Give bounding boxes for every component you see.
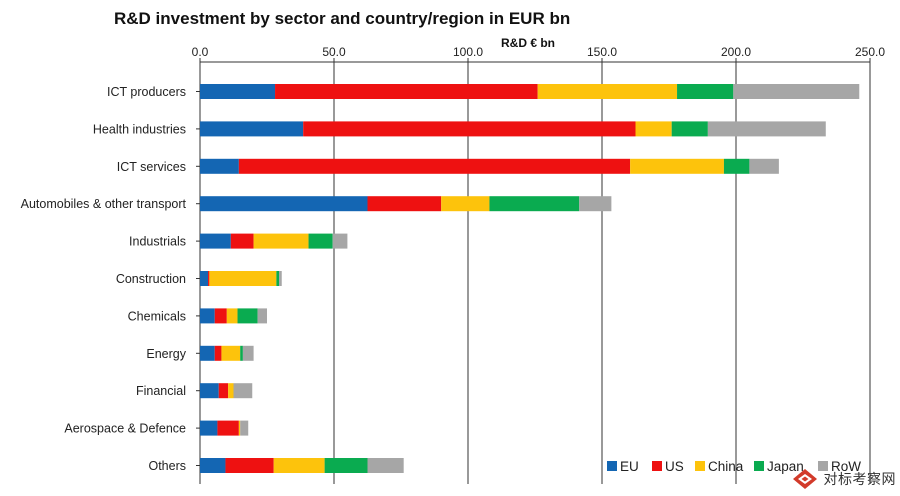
bar-segment-china <box>441 196 490 212</box>
category-label: Aerospace & Defence <box>64 422 186 436</box>
bar-segment-us <box>217 420 239 436</box>
legend-swatch-japan <box>754 461 764 471</box>
bar-segment-eu <box>200 84 276 99</box>
bar-segment-us <box>275 84 538 99</box>
bar-segment-row <box>367 458 404 473</box>
bar-segment-us <box>208 271 210 286</box>
bar-segment-us <box>367 196 442 212</box>
bar-segment-row <box>240 420 249 436</box>
bar-segment-china <box>209 271 277 286</box>
bar-segment-japan <box>677 84 734 99</box>
bar-segment-japan <box>308 233 333 249</box>
category-label: Financial <box>136 384 186 398</box>
bar-segment-china <box>226 308 238 324</box>
bar-segment-row <box>579 196 612 212</box>
category-label: Chemicals <box>128 309 186 323</box>
bar-segment-row <box>707 121 826 137</box>
watermark-logo-icon <box>792 469 817 489</box>
bar-segment-eu <box>200 308 215 324</box>
bar-segment-us <box>214 345 222 361</box>
bar-segment-us <box>225 458 274 473</box>
bar-segment-row <box>242 345 254 361</box>
category-label: Construction <box>116 272 186 286</box>
bar-segment-china <box>635 121 672 137</box>
legend-label: Japan <box>767 459 804 474</box>
bar-segment-japan <box>324 458 368 473</box>
category-label: Automobiles & other transport <box>21 197 187 211</box>
x-tick-label: 0.0 <box>192 45 209 59</box>
legend-label: RoW <box>831 459 861 474</box>
bar-segment-row <box>332 233 348 249</box>
legend-label: China <box>708 459 744 474</box>
legend-swatch-us <box>652 461 662 471</box>
bar-segment-eu <box>200 196 368 212</box>
bar-segment-china <box>238 420 241 436</box>
bar-segment-us <box>238 158 631 174</box>
bar-segment-japan <box>723 158 750 174</box>
x-tick-label: 100.0 <box>453 45 483 59</box>
bar-segment-china <box>221 345 241 361</box>
category-label: ICT producers <box>107 85 186 99</box>
x-tick-label: 150.0 <box>587 45 617 59</box>
legend-label: EU <box>620 459 639 474</box>
legend-label: US <box>665 459 684 474</box>
bar-segment-japan <box>237 308 258 324</box>
bar-segment-china <box>273 458 325 473</box>
bar-segment-us <box>218 383 229 399</box>
bar-segment-china <box>228 383 234 399</box>
legend-swatch-eu <box>607 461 617 471</box>
x-tick-label: 250.0 <box>855 45 885 59</box>
legend-swatch-china <box>695 461 705 471</box>
bar-segment-eu <box>200 271 209 286</box>
bar-segment-us <box>214 308 227 324</box>
bar-segment-japan <box>276 271 280 286</box>
category-label: Health industries <box>93 122 186 136</box>
chart-title: R&D investment by sector and country/reg… <box>114 9 570 28</box>
x-tick-label: 50.0 <box>322 45 346 59</box>
bar-layer <box>200 84 860 473</box>
bar-segment-china <box>537 84 678 99</box>
bar-segment-japan <box>671 121 708 137</box>
bar-segment-eu <box>200 158 239 174</box>
bar-segment-japan <box>489 196 580 212</box>
category-label: Energy <box>146 347 186 361</box>
bar-segment-us <box>230 233 254 249</box>
bar-segment-row <box>733 84 860 99</box>
bar-segment-eu <box>200 345 215 361</box>
category-label: Others <box>148 459 186 473</box>
bar-segment-row <box>257 308 267 324</box>
watermark-text: 对标考察网 <box>823 472 896 488</box>
bar-segment-us <box>303 121 636 137</box>
bar-segment-eu <box>200 383 219 399</box>
bar-segment-eu <box>200 233 231 249</box>
category-label: Industrials <box>129 235 186 249</box>
bar-segment-china <box>630 158 724 174</box>
bar-segment-eu <box>200 458 226 473</box>
tick-layer: 0.0 50.0 100.0 150.0 200.0 250.0 <box>192 45 885 484</box>
bar-segment-eu <box>200 420 218 436</box>
category-label: ICT services <box>117 160 186 174</box>
axis-unit-label: R&D € bn <box>501 36 555 50</box>
bar-segment-row <box>749 158 779 174</box>
x-tick-label: 200.0 <box>721 45 751 59</box>
watermark: 对标考察网 <box>792 468 897 490</box>
bar-segment-row <box>233 383 253 399</box>
legend-swatch-row <box>818 461 828 471</box>
bar-segment-eu <box>200 121 304 137</box>
bar-segment-japan <box>240 345 243 361</box>
category-label-layer: ICT producers Health industries ICT servic… <box>21 85 187 473</box>
bar-segment-row <box>279 271 282 286</box>
bar-segment-china <box>253 233 309 249</box>
legend: EU US China Japan RoW <box>607 459 861 474</box>
